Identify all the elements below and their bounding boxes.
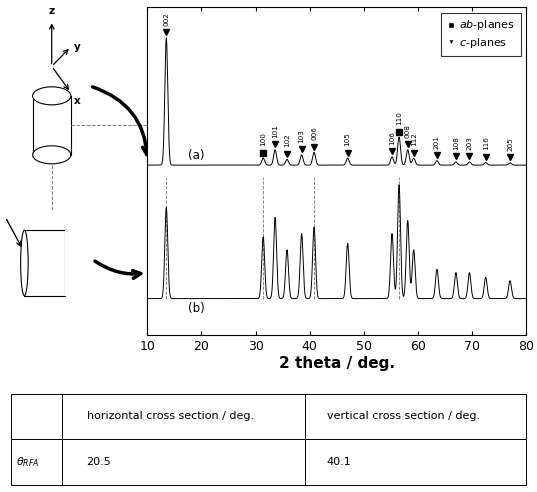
- Text: 008: 008: [405, 124, 411, 138]
- Text: 108: 108: [453, 136, 459, 150]
- Ellipse shape: [62, 230, 69, 296]
- Bar: [24, 230, 66, 296]
- Text: z: z: [49, 5, 55, 16]
- Text: x: x: [74, 96, 81, 106]
- Text: 106: 106: [389, 131, 395, 145]
- Legend: $\it{ab}$-planes, $\it{c}$-planes: $\it{ab}$-planes, $\it{c}$-planes: [441, 13, 521, 56]
- Text: 116: 116: [483, 137, 489, 151]
- Text: 110: 110: [396, 111, 402, 125]
- Text: (b): (b): [188, 302, 205, 315]
- Text: 205: 205: [507, 137, 513, 151]
- X-axis label: 2 theta / deg.: 2 theta / deg.: [279, 356, 395, 370]
- Text: 101: 101: [272, 124, 278, 138]
- Text: 103: 103: [299, 129, 304, 143]
- Ellipse shape: [33, 87, 71, 105]
- Text: 100: 100: [260, 132, 266, 146]
- Text: 112: 112: [411, 132, 417, 146]
- Text: 002: 002: [163, 12, 169, 26]
- Text: 102: 102: [284, 133, 290, 147]
- Text: 203: 203: [467, 136, 473, 150]
- Text: (a): (a): [188, 149, 205, 162]
- Text: y: y: [74, 42, 81, 52]
- Ellipse shape: [20, 230, 28, 296]
- Ellipse shape: [33, 146, 71, 164]
- Bar: [66, 230, 71, 296]
- Text: 201: 201: [434, 135, 440, 149]
- Text: 006: 006: [311, 126, 317, 140]
- Text: 105: 105: [345, 132, 351, 146]
- Bar: [33, 96, 71, 155]
